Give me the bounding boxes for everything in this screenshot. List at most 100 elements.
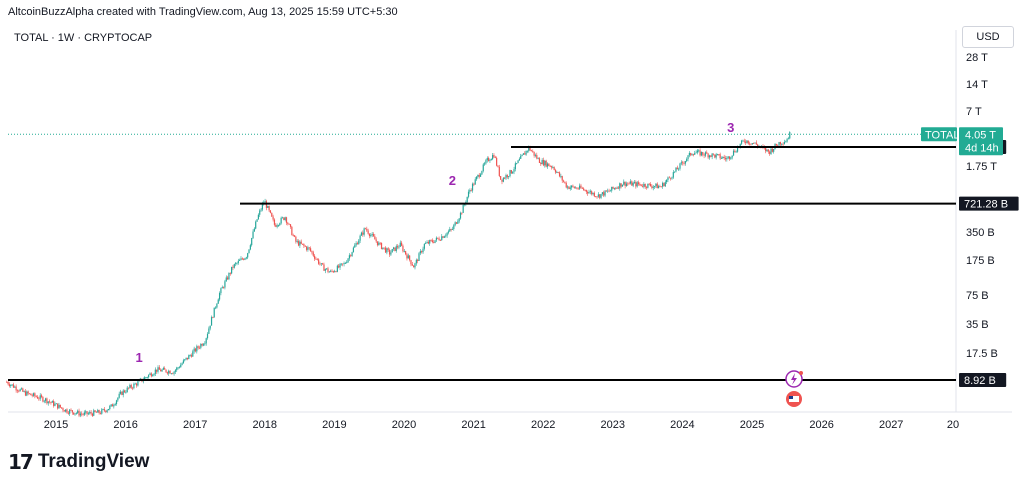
candle-body xyxy=(346,262,348,264)
candle-body xyxy=(557,172,559,173)
candle-body xyxy=(623,181,625,185)
candle-body xyxy=(442,236,444,238)
candle-body xyxy=(347,258,349,263)
candle-body xyxy=(113,405,115,407)
candle-body xyxy=(86,411,88,415)
candle-body xyxy=(445,235,447,237)
symbol-tag-label: TOTAL xyxy=(925,129,959,141)
candle-body xyxy=(401,242,403,246)
candle-body xyxy=(595,196,597,198)
candle-body xyxy=(443,236,446,238)
candle-body xyxy=(719,154,721,159)
x-tick-label: 2019 xyxy=(322,419,346,431)
candle-body xyxy=(612,186,614,189)
candle-body xyxy=(565,182,567,188)
x-tick-label: 2021 xyxy=(461,419,485,431)
currency-button[interactable]: USD xyxy=(962,26,1014,48)
candle-body xyxy=(526,150,529,152)
candle-body xyxy=(307,247,309,250)
candle-body xyxy=(656,183,658,189)
candle-body xyxy=(319,263,321,265)
candle-body xyxy=(542,159,545,166)
candle-body xyxy=(218,293,221,300)
candle-body xyxy=(517,160,519,164)
candle-body xyxy=(675,167,677,172)
candle-body xyxy=(181,363,183,365)
candle-body xyxy=(599,194,601,198)
candle-body xyxy=(403,251,405,252)
candle-body xyxy=(252,231,254,239)
candle-body xyxy=(71,410,73,413)
candle-body xyxy=(166,372,168,374)
candle-body xyxy=(156,369,158,372)
candle-body xyxy=(518,158,520,161)
candle-body xyxy=(690,152,692,156)
candle-body xyxy=(34,393,36,397)
candle-body xyxy=(516,163,518,164)
candle-body xyxy=(778,142,780,146)
level-tag-label: 8.92 B xyxy=(964,375,996,387)
candle-body xyxy=(655,183,657,187)
candle-body xyxy=(703,154,705,156)
candle-body xyxy=(244,258,246,260)
candle-body xyxy=(730,157,732,159)
candle-body xyxy=(48,401,51,403)
candle-body xyxy=(641,185,644,187)
candle-body xyxy=(284,217,286,220)
candle-body xyxy=(482,164,484,171)
candle-body xyxy=(210,317,213,326)
candle-body xyxy=(771,148,773,152)
candle-body xyxy=(461,212,463,214)
candle-body xyxy=(46,398,48,404)
candle-body xyxy=(386,248,388,253)
candle-body xyxy=(585,189,587,192)
candle-body xyxy=(158,367,160,370)
candle-body xyxy=(402,245,404,252)
candle-body xyxy=(134,383,136,385)
candle-body xyxy=(209,325,211,329)
candle-body xyxy=(330,270,332,272)
candle-body xyxy=(7,381,9,385)
candle-body xyxy=(193,348,195,352)
candle-body xyxy=(173,371,175,374)
symbol-label[interactable]: TOTAL · 1W · CRYPTOCAP xyxy=(14,32,153,44)
candle-body xyxy=(488,158,490,162)
candle-body xyxy=(259,210,261,215)
candle-body xyxy=(652,186,654,188)
candle-body xyxy=(572,185,574,187)
candle-body xyxy=(81,413,83,415)
candle-body xyxy=(216,303,218,308)
candle-body xyxy=(413,265,415,268)
candle-body xyxy=(592,192,594,195)
candle-body xyxy=(660,186,662,188)
candle-body xyxy=(593,192,595,197)
candle-body xyxy=(502,177,504,182)
candle-body xyxy=(766,149,768,152)
candle-body xyxy=(94,410,96,412)
candle-body xyxy=(103,409,106,411)
x-tick-label: 2023 xyxy=(601,419,625,431)
candle-body xyxy=(469,190,471,192)
candle-body xyxy=(315,258,317,260)
candle-body xyxy=(370,234,372,237)
candle-body xyxy=(435,237,438,241)
candle-body xyxy=(114,403,116,406)
candle-body xyxy=(704,152,707,156)
candle-body xyxy=(628,183,630,185)
candle-body xyxy=(32,393,35,396)
candle-body xyxy=(710,155,712,157)
candle-body xyxy=(360,232,363,236)
candle-body xyxy=(529,146,531,151)
candle-body xyxy=(601,192,603,194)
candle-body xyxy=(639,184,641,186)
candle-body xyxy=(684,161,686,164)
candle-body xyxy=(198,347,201,349)
candle-body xyxy=(98,410,100,414)
candle-body xyxy=(455,222,458,224)
candle-body xyxy=(51,401,53,403)
candle-body xyxy=(390,252,392,255)
candle-body xyxy=(125,392,127,393)
candle-body xyxy=(596,196,598,198)
candle-body xyxy=(320,263,322,265)
